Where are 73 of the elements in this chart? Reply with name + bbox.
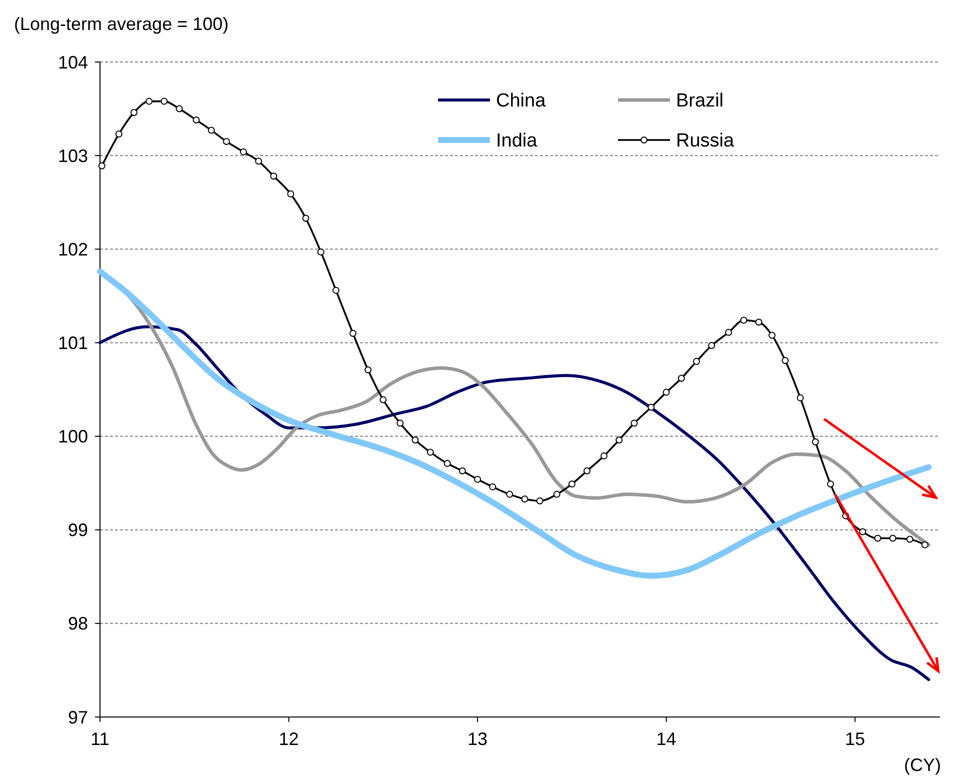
legend-label: Russia <box>676 130 735 152</box>
y-tick-label: 102 <box>58 239 88 260</box>
x-tick-label: 13 <box>468 729 488 749</box>
point <box>755 318 762 326</box>
y-tick-label: 103 <box>58 146 88 166</box>
point <box>506 490 514 498</box>
point <box>115 130 122 138</box>
point <box>458 467 466 474</box>
point <box>270 172 278 180</box>
point <box>160 98 168 105</box>
point <box>474 476 482 483</box>
point <box>317 248 324 256</box>
point <box>146 98 153 105</box>
y-tick-label: 100 <box>58 426 88 447</box>
point <box>921 541 928 548</box>
point <box>616 436 623 444</box>
y-axis-title: (Long-term average = 100) <box>14 14 229 34</box>
point <box>380 396 387 404</box>
point <box>708 342 716 350</box>
point <box>364 366 372 374</box>
x-tick-label: 11 <box>90 729 110 749</box>
point <box>630 420 638 427</box>
point <box>827 480 834 488</box>
point <box>426 448 434 456</box>
point <box>584 467 591 474</box>
x-axis-title: (CY) <box>904 755 941 775</box>
point <box>678 374 685 382</box>
point <box>662 388 670 396</box>
line-series <box>98 325 930 682</box>
y-tick-label: 104 <box>58 52 88 72</box>
point <box>768 332 776 339</box>
point <box>192 116 200 124</box>
point <box>521 495 528 502</box>
point <box>796 394 804 402</box>
point <box>444 460 451 467</box>
point <box>98 162 106 170</box>
point <box>349 330 356 337</box>
legend-label: India <box>496 130 538 152</box>
point <box>859 528 866 536</box>
y-tick-label: 97 <box>68 707 88 728</box>
y-tick-label: 101 <box>58 333 88 354</box>
point <box>782 356 789 364</box>
point <box>489 483 496 490</box>
point <box>740 316 748 324</box>
x-tick-label: 14 <box>656 729 676 749</box>
point <box>568 480 576 488</box>
legend-label: China <box>496 90 546 112</box>
y-tick-label: 98 <box>68 614 88 634</box>
point <box>906 536 914 543</box>
point <box>287 190 294 198</box>
point <box>600 452 608 460</box>
point <box>176 105 183 112</box>
point <box>553 490 560 498</box>
point <box>648 404 655 411</box>
point <box>302 214 310 222</box>
point <box>130 109 138 116</box>
x-tick-label: 12 <box>278 729 299 749</box>
point <box>332 286 340 294</box>
x-tick-label: 15 <box>845 729 866 749</box>
point <box>725 328 732 336</box>
point <box>396 420 404 427</box>
point <box>536 497 544 504</box>
point <box>240 148 247 156</box>
point <box>222 138 230 146</box>
point <box>874 534 882 542</box>
y-tick-label: 99 <box>68 520 88 540</box>
point <box>889 534 896 542</box>
point <box>692 358 700 365</box>
point <box>208 126 215 134</box>
legend-label: Brazil <box>676 90 724 112</box>
point <box>812 438 819 446</box>
point <box>412 436 419 444</box>
point <box>255 158 262 165</box>
